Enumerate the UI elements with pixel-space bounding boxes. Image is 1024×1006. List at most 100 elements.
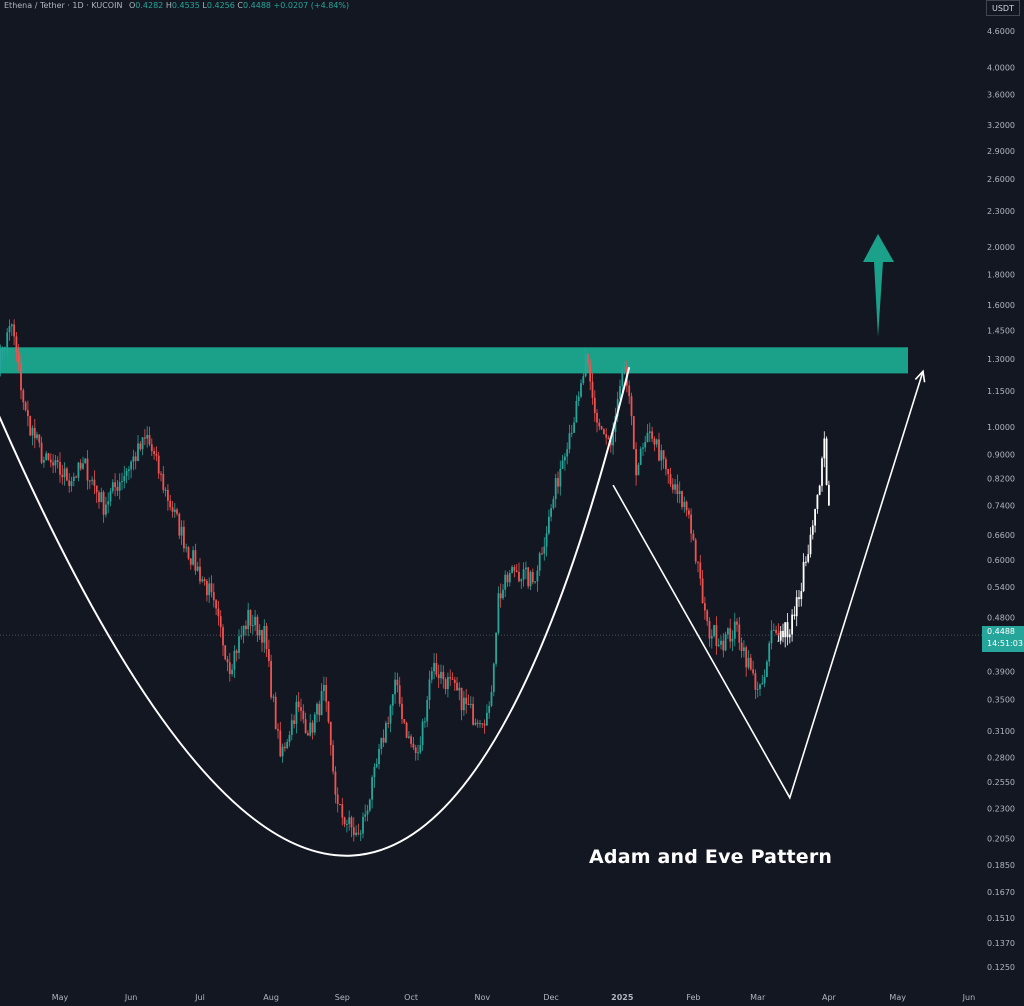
candle-body: [504, 574, 507, 590]
candle-body: [304, 719, 307, 734]
candle-body: [284, 746, 286, 749]
candle-body: [327, 701, 330, 722]
candle-body: [506, 574, 509, 583]
candle-body: [710, 636, 713, 639]
close-label: C: [237, 1, 243, 10]
candle-body: [100, 492, 103, 502]
candle-body: [295, 701, 298, 724]
candle-body: [336, 794, 339, 804]
projection-candle-body: [786, 622, 789, 638]
candle-body: [54, 460, 57, 466]
candle-body: [210, 583, 213, 593]
x-tick-label: Aug: [263, 993, 279, 1002]
eve-v-line[interactable]: [612, 371, 924, 800]
symbol-header[interactable]: Ethena / Tether · 1D · KUCOIN O0.4282 H0…: [4, 1, 349, 10]
candle-body: [775, 629, 777, 633]
candle-body: [153, 451, 155, 454]
candle-body: [623, 366, 626, 370]
candle-body: [329, 721, 332, 746]
y-tick-label: 0.2800: [987, 754, 1015, 763]
candle-body: [658, 439, 660, 461]
x-tick-label: Dec: [543, 993, 558, 1002]
candle-body: [665, 459, 667, 470]
candle-body: [676, 484, 679, 494]
candle-body: [761, 683, 764, 685]
y-tick-label: 0.2300: [987, 805, 1015, 814]
candle-body: [442, 671, 445, 680]
projection-candle-body: [814, 509, 816, 526]
projection-candles: [777, 431, 830, 648]
candle-body: [199, 566, 201, 582]
candle-body: [203, 579, 206, 581]
candle-body: [176, 509, 178, 514]
candle-body: [479, 723, 481, 725]
candle-body: [24, 402, 27, 411]
currency-unit-button[interactable]: USDT: [986, 0, 1020, 16]
projection-candle-body: [802, 562, 805, 592]
candle-body: [577, 396, 580, 401]
candle-body: [15, 336, 18, 353]
adam-cup-curve[interactable]: [0, 366, 631, 857]
candle-body: [525, 567, 527, 570]
candle-body: [458, 687, 461, 691]
change-value: +0.0207 (+4.84%): [273, 1, 350, 10]
candle-body: [772, 629, 775, 631]
candle-body: [102, 492, 105, 515]
candle-body: [488, 705, 491, 713]
candle-body: [417, 752, 419, 754]
candle-body: [499, 593, 502, 599]
candle-body: [192, 550, 194, 565]
candle-body: [121, 481, 123, 483]
candle-body: [433, 663, 435, 672]
candle-body: [242, 625, 245, 636]
x-tick-label: May: [52, 993, 69, 1002]
resistance-band[interactable]: [0, 347, 908, 374]
candle-body: [766, 661, 768, 677]
projection-candle-body: [798, 597, 800, 600]
candle-body: [534, 581, 536, 583]
candle-body: [688, 510, 690, 515]
candle-body: [318, 703, 321, 716]
candle-body: [68, 480, 71, 486]
candle-body: [598, 422, 601, 427]
candle-body: [490, 691, 493, 706]
candle-body: [183, 526, 185, 549]
candle-body: [731, 638, 734, 642]
projection-candle-body: [800, 591, 803, 600]
resistance-zone: [0, 347, 982, 636]
candle-body: [162, 473, 165, 491]
candle-body: [720, 640, 722, 645]
candle-body: [515, 570, 518, 572]
candle-body: [421, 721, 424, 746]
candle-body: [84, 458, 87, 464]
projection-candle-body: [809, 534, 812, 555]
candle-body: [371, 777, 373, 800]
projection-candle-body: [793, 614, 796, 617]
candle-body: [554, 478, 557, 500]
low-value: 0.4256: [206, 1, 235, 10]
candle-body: [86, 458, 89, 481]
candle-body: [593, 397, 596, 413]
candle-body: [683, 501, 686, 507]
candle-body: [164, 489, 167, 491]
candle-body: [637, 464, 640, 476]
candle-body: [568, 433, 571, 450]
candle-body: [486, 712, 488, 726]
x-tick-label: May: [889, 993, 906, 1002]
candle-body: [669, 474, 672, 485]
candle-body: [713, 625, 715, 637]
y-tick-label: 1.3000: [987, 355, 1015, 364]
candle-body: [49, 459, 52, 463]
candle-body: [527, 567, 530, 587]
candle-body: [311, 722, 314, 733]
candle-body: [114, 482, 116, 488]
candle-body: [759, 684, 761, 689]
candle-body: [642, 447, 644, 449]
candle-body: [146, 435, 149, 439]
candle-body: [419, 745, 422, 753]
candle-body: [472, 703, 474, 725]
candle-body: [148, 435, 151, 445]
candle-body: [621, 369, 624, 386]
candle-body: [254, 616, 256, 626]
